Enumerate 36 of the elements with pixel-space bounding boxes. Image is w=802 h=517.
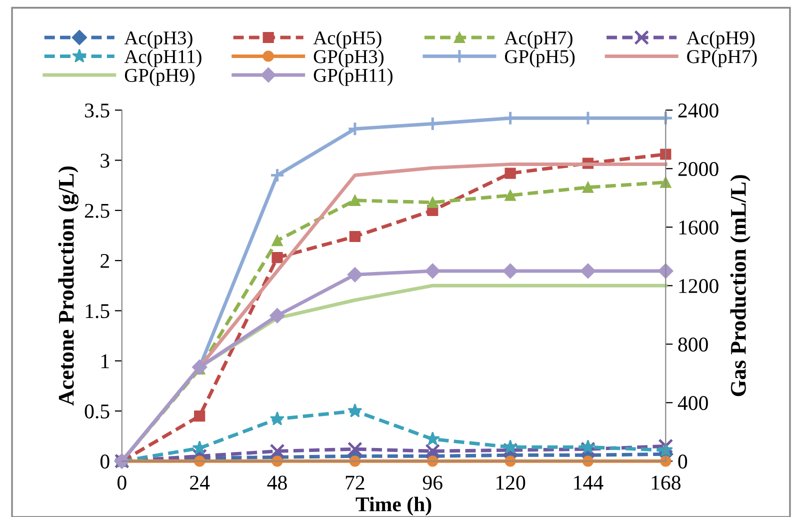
legend-label: GP(pH5) bbox=[504, 50, 575, 68]
y2-tick-label: 1200 bbox=[679, 279, 718, 294]
y2-tick-label: 1600 bbox=[679, 220, 718, 235]
y-axis-title: Acetone Production (g/L) bbox=[58, 166, 78, 406]
legend-label: Ac(pH9) bbox=[686, 30, 755, 48]
legend-label: GP(pH3) bbox=[314, 50, 384, 68]
y2-tick-label: 0 bbox=[678, 454, 688, 469]
y2-axis-title: Gas Production (mL/L) bbox=[730, 175, 750, 396]
x-tick-label: 168 bbox=[652, 476, 680, 490]
x-tick-label: 144 bbox=[574, 476, 604, 490]
legend-label: GP(pH11) bbox=[314, 68, 392, 86]
legend-label: GP(pH7) bbox=[687, 50, 757, 68]
legend-label: Ac(pH7) bbox=[504, 30, 572, 48]
x-tick-label: 0 bbox=[117, 476, 126, 490]
y-tick-label: 0 bbox=[100, 454, 110, 469]
y-tick-label: 3.5 bbox=[85, 104, 110, 118]
legend-label: Ac(pH11) bbox=[124, 50, 202, 68]
x-tick-label: 72 bbox=[346, 476, 364, 490]
legend-label: Ac(pH5) bbox=[313, 30, 382, 48]
y-tick-label: 2 bbox=[100, 254, 109, 268]
y-tick-label: 1.5 bbox=[86, 304, 110, 318]
y2-tick-label: 800 bbox=[678, 338, 708, 352]
x-axis-title: Time (h) bbox=[356, 496, 432, 516]
y-tick-label: 3 bbox=[100, 154, 110, 168]
y2-tick-label: 400 bbox=[678, 396, 708, 410]
legend-label: GP(pH9) bbox=[124, 68, 195, 86]
y-tick-label: 1 bbox=[102, 354, 109, 368]
y-tick-label: 2.5 bbox=[84, 204, 110, 218]
y2-tick-label: 2400 bbox=[678, 103, 718, 118]
y-tick-label: 0.5 bbox=[84, 404, 110, 419]
x-tick-label: 48 bbox=[267, 476, 287, 490]
x-tick-label: 24 bbox=[190, 476, 210, 490]
legend-label: Ac(pH3) bbox=[124, 30, 192, 48]
x-tick-label: 120 bbox=[496, 476, 526, 490]
y2-tick-label: 2000 bbox=[678, 162, 718, 176]
x-tick-label: 96 bbox=[422, 476, 442, 490]
